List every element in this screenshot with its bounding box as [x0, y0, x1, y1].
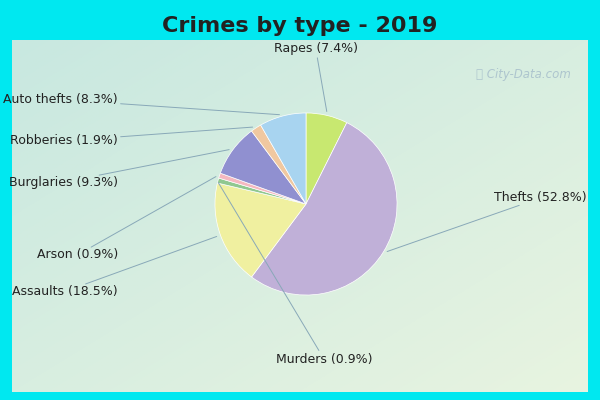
Wedge shape	[215, 183, 306, 277]
Wedge shape	[217, 178, 306, 204]
Text: Thefts (52.8%): Thefts (52.8%)	[387, 192, 587, 252]
Text: Rapes (7.4%): Rapes (7.4%)	[274, 42, 358, 112]
Wedge shape	[251, 123, 397, 295]
Text: Crimes by type - 2019: Crimes by type - 2019	[163, 16, 437, 36]
Wedge shape	[251, 125, 306, 204]
Wedge shape	[219, 173, 306, 204]
Text: Burglaries (9.3%): Burglaries (9.3%)	[9, 150, 229, 189]
Text: Murders (0.9%): Murders (0.9%)	[218, 183, 373, 366]
Text: Auto thefts (8.3%): Auto thefts (8.3%)	[3, 93, 280, 115]
Text: Robberies (1.9%): Robberies (1.9%)	[10, 127, 253, 147]
Wedge shape	[220, 131, 306, 204]
Text: Arson (0.9%): Arson (0.9%)	[37, 176, 216, 262]
Text: ⓘ City-Data.com: ⓘ City-Data.com	[476, 68, 571, 81]
Text: Assaults (18.5%): Assaults (18.5%)	[12, 236, 217, 298]
Wedge shape	[306, 113, 347, 204]
Wedge shape	[260, 113, 306, 204]
